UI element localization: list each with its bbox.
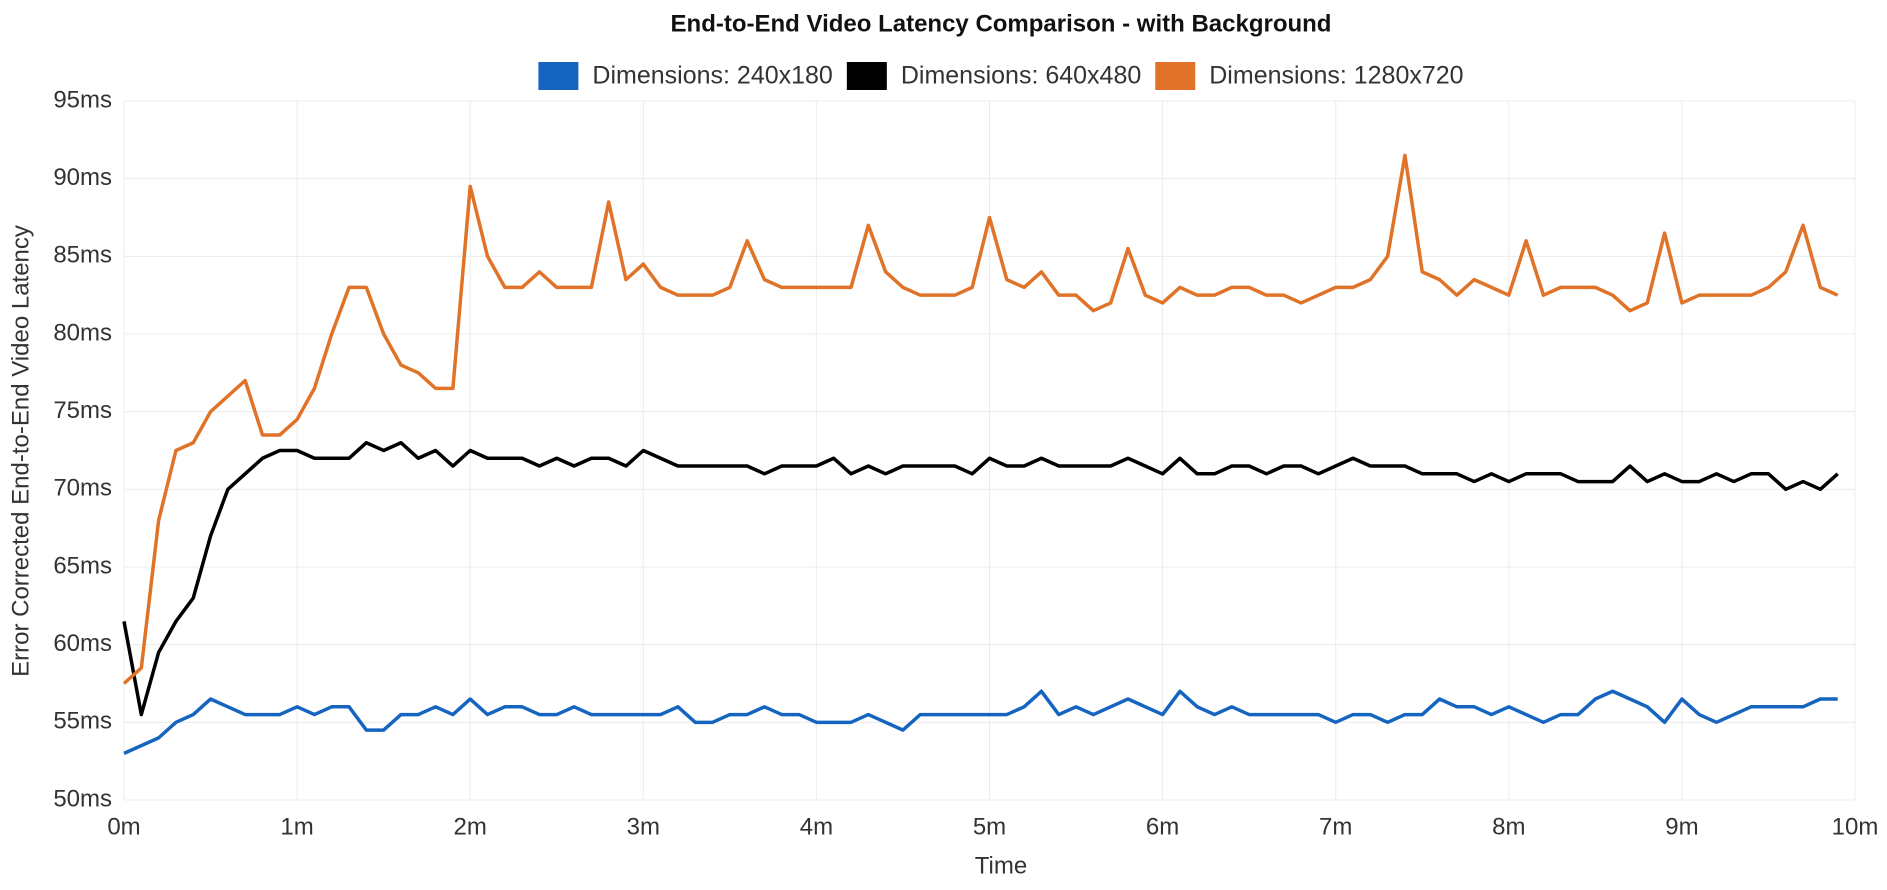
x-tick-label: 8m (1492, 813, 1525, 840)
y-tick-label: 60ms (53, 630, 112, 657)
y-tick-label: 95ms (53, 86, 112, 113)
y-tick-label: 80ms (53, 319, 112, 346)
x-tick-label: 0m (107, 813, 140, 840)
x-tick-label: 7m (1319, 813, 1352, 840)
x-tick-label: 5m (973, 813, 1006, 840)
series-line (122, 153, 1839, 685)
y-tick-label: 50ms (53, 785, 112, 812)
series-line (122, 440, 1839, 717)
legend-label: Dimensions: 1280x720 (1209, 62, 1463, 90)
chart-title: End-to-End Video Latency Comparison - wi… (671, 10, 1332, 37)
y-tick-label: 75ms (53, 397, 112, 424)
x-tick-label: 2m (454, 813, 487, 840)
y-tick-label: 55ms (53, 708, 112, 735)
legend-label: Dimensions: 240x180 (592, 62, 832, 90)
x-tick-label: 4m (800, 813, 833, 840)
y-tick-label: 70ms (53, 475, 112, 502)
series-line (123, 689, 1838, 755)
x-tick-label: 6m (1146, 813, 1179, 840)
y-tick-label: 65ms (53, 552, 112, 579)
legend-swatch (1155, 62, 1196, 90)
y-axis-title: Error Corrected End-to-End Video Latency (7, 225, 34, 677)
x-tick-label: 1m (280, 813, 313, 840)
legend-swatch (538, 62, 579, 90)
legend: Dimensions: 240x180 Dimensions: 640x480 Di… (538, 62, 1464, 90)
y-tick-label: 85ms (53, 242, 112, 269)
y-tick-label: 90ms (53, 164, 112, 191)
x-tick-label: 9m (1665, 813, 1698, 840)
x-axis-title: Time (975, 852, 1027, 879)
x-tick-label: 3m (627, 813, 660, 840)
legend-swatch (846, 62, 887, 90)
legend-label: Dimensions: 640x480 (901, 62, 1141, 90)
x-tick-label: 10m (1832, 813, 1879, 840)
